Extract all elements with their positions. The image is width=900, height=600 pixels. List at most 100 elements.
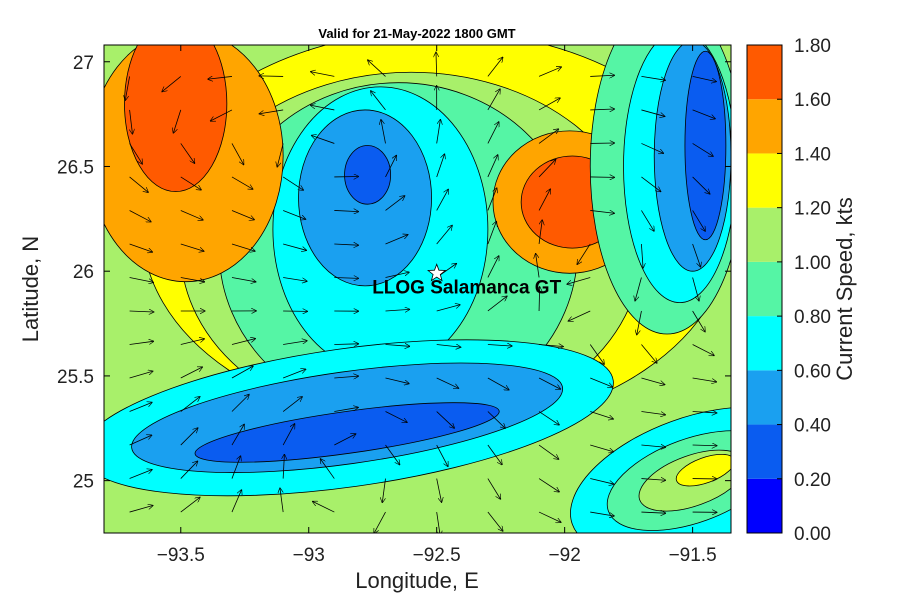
current-vector	[487, 411, 505, 429]
current-vector	[312, 135, 335, 144]
current-vector	[334, 434, 355, 446]
colorbar-swatch	[747, 478, 782, 533]
current-vector	[590, 75, 614, 76]
current-vector	[538, 411, 559, 425]
current-vector	[334, 344, 358, 345]
current-vector	[180, 461, 198, 479]
current-vector	[538, 129, 558, 144]
current-vector	[692, 377, 717, 382]
current-vector	[180, 367, 202, 379]
current-vector	[162, 76, 182, 91]
colorbar-swatch	[747, 370, 782, 425]
colorbar-tick-label: 0.20	[794, 470, 831, 491]
current-vector	[692, 109, 715, 119]
y-axis-label: Latitude, N	[18, 236, 43, 342]
current-vector	[589, 344, 604, 365]
current-vector	[368, 60, 386, 77]
current-vector	[692, 277, 699, 300]
current-vector	[436, 305, 460, 312]
current-vector	[283, 243, 306, 250]
current-vector	[129, 311, 154, 312]
current-vector	[385, 444, 400, 464]
current-vector	[539, 287, 540, 312]
plot-frame	[103, 44, 732, 534]
current-vector	[231, 395, 249, 412]
current-vector	[180, 397, 200, 412]
current-vector	[692, 210, 706, 230]
current-vector	[641, 411, 665, 415]
colorbar-swatch	[747, 316, 782, 371]
current-vector	[231, 424, 244, 446]
current-vector	[130, 109, 133, 134]
contour-region	[194, 402, 500, 463]
current-vector	[641, 143, 663, 153]
current-vector	[282, 210, 305, 219]
current-vector	[180, 277, 205, 281]
current-vector	[129, 506, 153, 513]
current-vector	[487, 345, 512, 347]
current-vector	[129, 143, 143, 163]
current-vector	[568, 310, 591, 321]
y-axis: 25 25.5 26 26.5 27	[57, 53, 731, 493]
current-vector	[385, 411, 407, 423]
current-vector	[231, 366, 253, 379]
current-vector	[282, 424, 294, 446]
colorbar-swatch	[747, 153, 782, 208]
current-vector	[538, 377, 560, 389]
current-vector	[538, 189, 550, 211]
colorbar-swatch	[747, 207, 782, 262]
current-vector	[231, 143, 244, 164]
current-vector	[692, 310, 705, 332]
y-tick-label: 25.5	[57, 367, 94, 388]
chart-title: Valid for 21-May-2022 1800 GMT	[318, 26, 515, 41]
current-vector	[641, 344, 656, 363]
speed-contours	[104, 45, 731, 533]
colorbar: 0.00 0.20 0.40 0.60 0.80 1.00 1.20 1.40 1.60 1.80	[746, 36, 831, 545]
current-vector	[334, 376, 358, 378]
current-vectors	[125, 52, 717, 533]
current-vector	[487, 57, 503, 77]
current-vector	[487, 256, 499, 278]
current-vector	[283, 277, 307, 281]
current-vector	[436, 444, 448, 466]
current-vector	[129, 470, 152, 479]
x-tick-label: −92	[549, 545, 581, 566]
colorbar-swatch	[747, 45, 782, 100]
current-vector	[590, 444, 613, 452]
current-vector	[180, 497, 200, 513]
colorbar-label: Current Speed, kts	[832, 197, 857, 380]
current-vector	[231, 243, 255, 251]
current-vector	[385, 377, 409, 384]
current-vector	[385, 235, 408, 245]
contour-region	[675, 453, 731, 487]
current-vector	[538, 511, 561, 522]
current-vector	[180, 176, 201, 190]
current-vector	[129, 243, 153, 252]
current-vector	[487, 122, 499, 144]
current-vector	[487, 89, 500, 111]
plot-area: −93.5 −93 −92.5 −92 −91.5 25 25.5 26 26.5 27 LLO…	[57, 44, 732, 566]
current-vector	[129, 210, 151, 221]
current-vector	[320, 459, 335, 479]
current-vector	[231, 210, 254, 219]
current-vector	[436, 226, 452, 245]
current-vector	[259, 109, 284, 114]
x-tick-label: −92.5	[413, 545, 461, 566]
current-vector	[536, 254, 540, 278]
current-vector	[641, 176, 660, 192]
current-vector	[129, 176, 148, 192]
current-vector	[334, 277, 358, 278]
colorbar-tick-label: 1.40	[794, 144, 831, 165]
colorbar-frame	[746, 44, 783, 534]
current-vector	[385, 196, 405, 211]
current-vector	[692, 76, 716, 81]
current-vector	[692, 176, 710, 194]
current-vector	[538, 478, 559, 492]
current-vector	[487, 296, 507, 312]
current-vector	[334, 210, 358, 211]
current-vector	[371, 91, 386, 111]
x-axis: −93.5 −93 −92.5 −92 −91.5	[157, 45, 717, 566]
current-vector	[231, 339, 255, 345]
x-tick-label: −93.5	[157, 545, 205, 566]
current-vector	[282, 176, 303, 190]
